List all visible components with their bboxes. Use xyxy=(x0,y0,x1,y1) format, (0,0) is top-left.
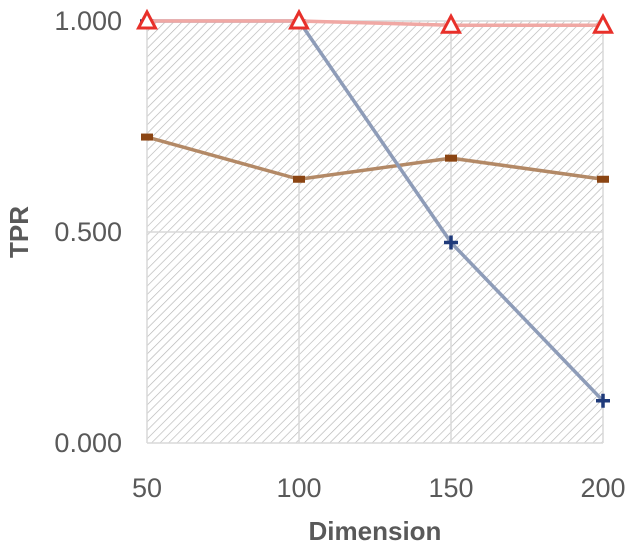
series-2-point-3 xyxy=(592,13,614,34)
y-tick-label-0: 0.000 xyxy=(54,428,122,458)
series-2 xyxy=(136,8,614,34)
x-tick-label-3: 200 xyxy=(580,473,625,503)
x-axis-ticks: 50 100 150 200 xyxy=(132,473,626,503)
series-0 xyxy=(141,133,609,183)
series-group xyxy=(136,8,614,408)
series-0-point-0 xyxy=(141,133,153,141)
series-0-point-1 xyxy=(293,175,305,183)
y-axis-ticks: 0.000 0.500 1.000 xyxy=(54,6,122,458)
x-tick-label-0: 50 xyxy=(132,473,162,503)
y-axis-title: TPR xyxy=(4,206,34,258)
series-1-point-2 xyxy=(444,235,458,250)
series-2-line xyxy=(147,19,603,27)
y-tick-label-2: 1.000 xyxy=(54,6,122,36)
series-0-point-2 xyxy=(445,154,457,162)
series-0-line xyxy=(146,135,604,181)
x-tick-label-1: 100 xyxy=(276,473,321,503)
series-1-point-3 xyxy=(596,393,610,408)
x-tick-label-2: 150 xyxy=(428,473,473,503)
series-0-point-3 xyxy=(597,175,609,183)
x-axis-title: Dimension xyxy=(309,516,442,546)
y-tick-label-1: 0.500 xyxy=(54,217,122,247)
series-2-point-0 xyxy=(136,8,158,30)
series-2-point-1 xyxy=(288,8,310,30)
series-2-point-2 xyxy=(440,13,462,34)
